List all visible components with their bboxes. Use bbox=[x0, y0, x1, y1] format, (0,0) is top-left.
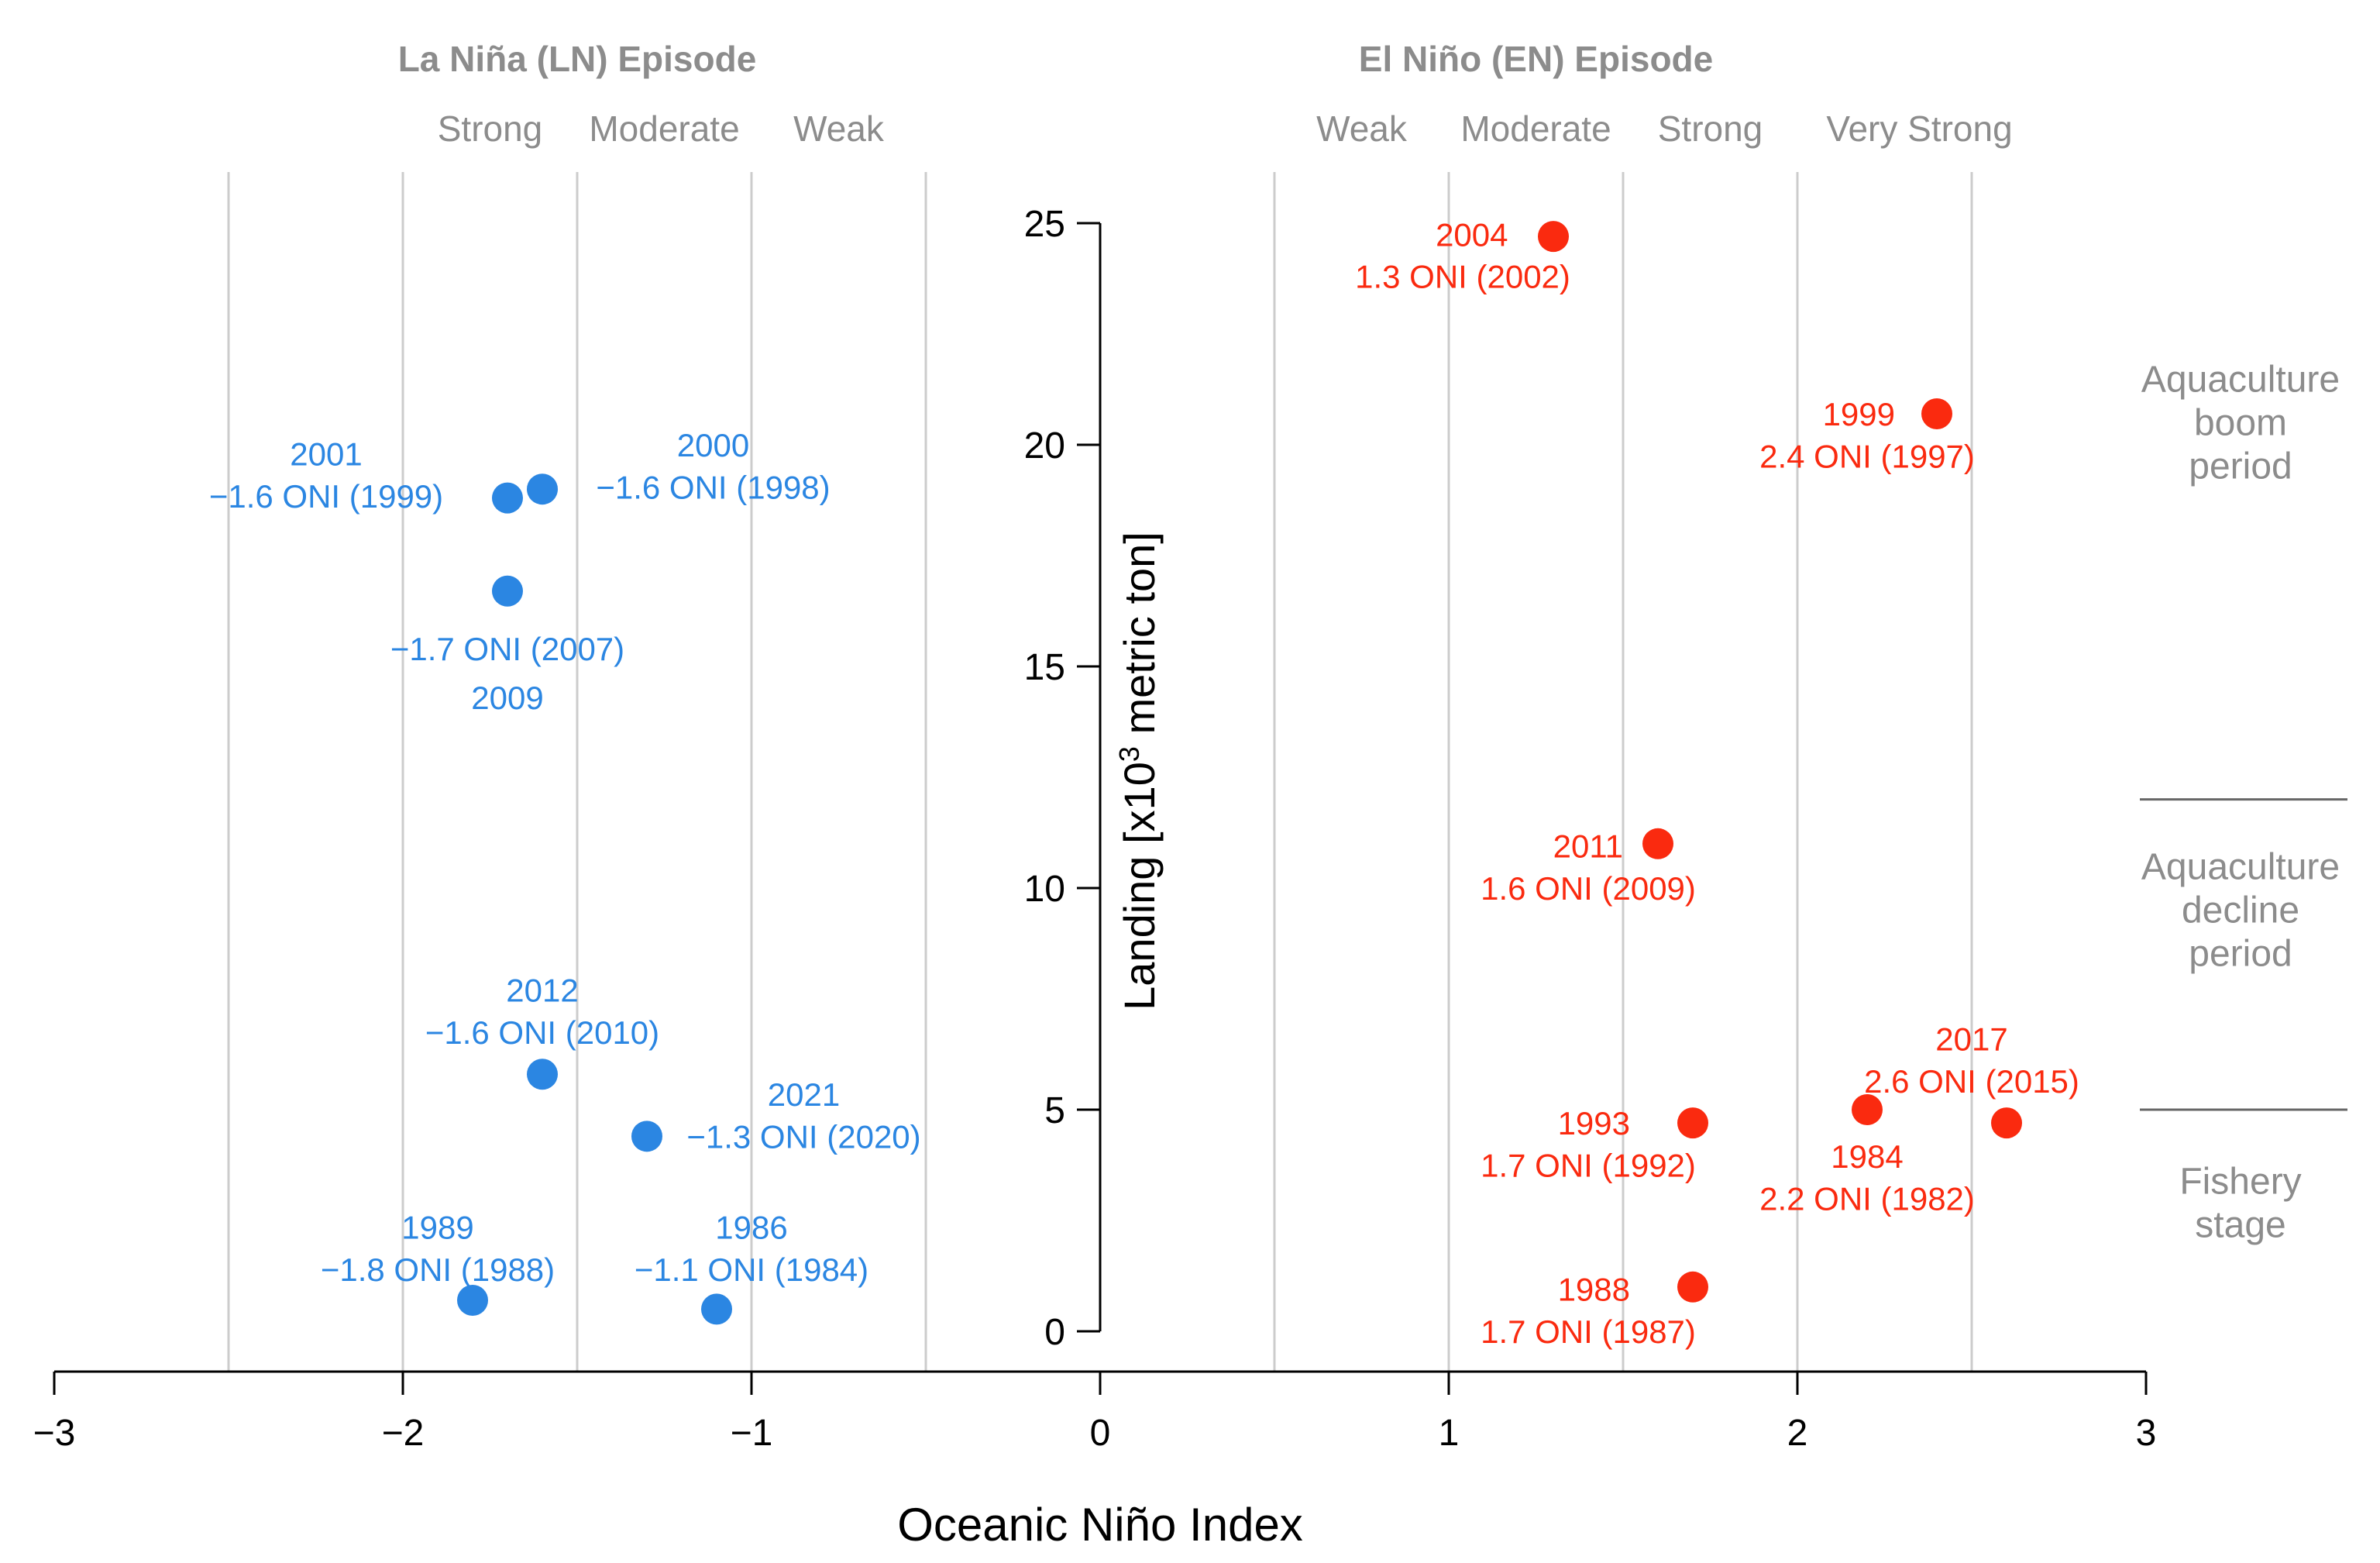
point-year-label: 1993 bbox=[1558, 1105, 1630, 1141]
intensity-label: Strong bbox=[438, 108, 543, 149]
y-tick-label: 5 bbox=[1044, 1090, 1065, 1131]
point-year-label: 2011 bbox=[1553, 828, 1623, 865]
axes: −3 −2 −1 0 1 2 3 0 5 10 15 20 25 Oceanic Niño Index… bbox=[33, 204, 2157, 1551]
data-point bbox=[492, 482, 523, 514]
x-axis-label: Oceanic Niño Index bbox=[897, 1499, 1303, 1551]
intensity-label: Weak bbox=[793, 108, 885, 149]
y-axis-label-superscript: 3 bbox=[1113, 746, 1145, 762]
data-point bbox=[1991, 1107, 2022, 1139]
point-oni-label: 2.2 ONI (1982) bbox=[1759, 1180, 1975, 1217]
point-year-label: 2021 bbox=[768, 1076, 840, 1113]
intensity-label: Strong bbox=[1658, 108, 1763, 149]
data-points: 2001 −1.6 ONI (1999) 2000 −1.6 ONI (1998) 20… bbox=[209, 216, 2079, 1350]
data-point bbox=[631, 1121, 662, 1152]
point-oni-label: −1.6 ONI (1999) bbox=[209, 478, 443, 515]
period-label: Aquaculture decline period bbox=[2141, 847, 2340, 975]
x-tick-label: −2 bbox=[382, 1413, 425, 1454]
period-label-line: period bbox=[2189, 446, 2292, 487]
point-year-label: 1999 bbox=[1823, 396, 1895, 432]
point-year-label: 2017 bbox=[1935, 1021, 2007, 1057]
point-year-label: 2009 bbox=[471, 680, 543, 716]
y-tick-label: 20 bbox=[1024, 425, 1065, 466]
y-tick-label: 15 bbox=[1024, 647, 1065, 688]
y-axis-label-main: Landing [x10 bbox=[1115, 762, 1164, 1010]
point-oni-label: −1.1 ONI (1984) bbox=[635, 1251, 868, 1288]
point-year-label: 1986 bbox=[715, 1210, 787, 1246]
x-tick-label: 1 bbox=[1439, 1413, 1460, 1454]
point-oni-label: 2.6 ONI (2015) bbox=[1864, 1063, 2079, 1100]
intensity-label: Moderate bbox=[589, 108, 739, 149]
period-label: Aquaculture boom period bbox=[2141, 359, 2340, 487]
intensity-label: Moderate bbox=[1460, 108, 1611, 149]
y-axis-ticks: 0 5 10 15 20 25 bbox=[1024, 204, 1100, 1353]
data-point bbox=[527, 473, 558, 505]
data-point bbox=[1538, 221, 1569, 253]
point-year-label: 2012 bbox=[506, 973, 578, 1009]
point-oni-label: 1.3 ONI (2002) bbox=[1355, 259, 1570, 295]
data-point bbox=[1642, 828, 1673, 859]
y-axis-label: Landing [x103 metric ton] bbox=[1113, 532, 1164, 1010]
data-point bbox=[1677, 1271, 1708, 1303]
point-year-label: 2000 bbox=[677, 427, 749, 463]
data-point bbox=[1677, 1107, 1708, 1139]
period-label: Fishery stage bbox=[2179, 1162, 2301, 1246]
x-tick-label: 0 bbox=[1090, 1413, 1111, 1454]
y-axis-label-rest: metric ton] bbox=[1115, 532, 1164, 746]
data-point bbox=[527, 1059, 558, 1090]
period-label-line: Fishery bbox=[2179, 1162, 2301, 1203]
data-point bbox=[701, 1293, 732, 1325]
vertical-gridlines bbox=[227, 172, 1973, 1372]
period-label-line: boom bbox=[2194, 402, 2287, 443]
data-point bbox=[1852, 1094, 1883, 1125]
x-tick-label: −1 bbox=[731, 1413, 773, 1454]
point-oni-label: −1.3 ONI (2020) bbox=[686, 1118, 920, 1155]
point-oni-label: 1.6 ONI (2009) bbox=[1481, 870, 1696, 907]
point-oni-label: 2.4 ONI (1997) bbox=[1759, 438, 1975, 474]
point-year-label: 2004 bbox=[1436, 216, 1508, 253]
point-oni-label: −1.8 ONI (1988) bbox=[321, 1251, 555, 1288]
x-tick-label: −3 bbox=[33, 1413, 76, 1454]
point-year-label: 1989 bbox=[401, 1210, 473, 1246]
period-label-line: period bbox=[2189, 934, 2292, 975]
point-oni-label: −1.6 ONI (1998) bbox=[596, 469, 830, 505]
point-year-label: 2001 bbox=[290, 436, 362, 472]
episode-title: El Niño (EN) Episode bbox=[1359, 39, 1713, 79]
episode-title: La Niña (LN) Episode bbox=[398, 39, 757, 79]
x-tick-label: 3 bbox=[2136, 1413, 2157, 1454]
point-year-label: 1988 bbox=[1558, 1272, 1630, 1308]
y-tick-label: 25 bbox=[1024, 204, 1065, 245]
intensity-label: Weak bbox=[1316, 108, 1408, 149]
y-tick-label: 10 bbox=[1024, 869, 1065, 910]
y-tick-label: 0 bbox=[1044, 1312, 1065, 1353]
data-point bbox=[1921, 398, 1952, 429]
point-oni-label: 1.7 ONI (1992) bbox=[1481, 1148, 1696, 1184]
period-label-line: decline bbox=[2182, 890, 2299, 931]
x-tick-label: 2 bbox=[1787, 1413, 1808, 1454]
data-point bbox=[492, 575, 523, 607]
period-label-line: Aquaculture bbox=[2141, 359, 2340, 400]
point-year-label: 1984 bbox=[1831, 1138, 1903, 1175]
period-label-line: stage bbox=[2195, 1205, 2285, 1246]
data-point bbox=[457, 1284, 488, 1316]
point-oni-label: −1.7 ONI (2007) bbox=[390, 631, 624, 667]
point-oni-label: 1.7 ONI (1987) bbox=[1481, 1313, 1696, 1350]
point-oni-label: −1.6 ONI (2010) bbox=[425, 1014, 659, 1051]
intensity-label: Very Strong bbox=[1826, 108, 2012, 149]
x-axis-ticks: −3 −2 −1 0 1 2 3 bbox=[33, 1372, 2157, 1454]
period-label-line: Aquaculture bbox=[2141, 847, 2340, 888]
episode-headers: La Niña (LN) Episode El Niño (EN) Episode… bbox=[398, 39, 2013, 149]
